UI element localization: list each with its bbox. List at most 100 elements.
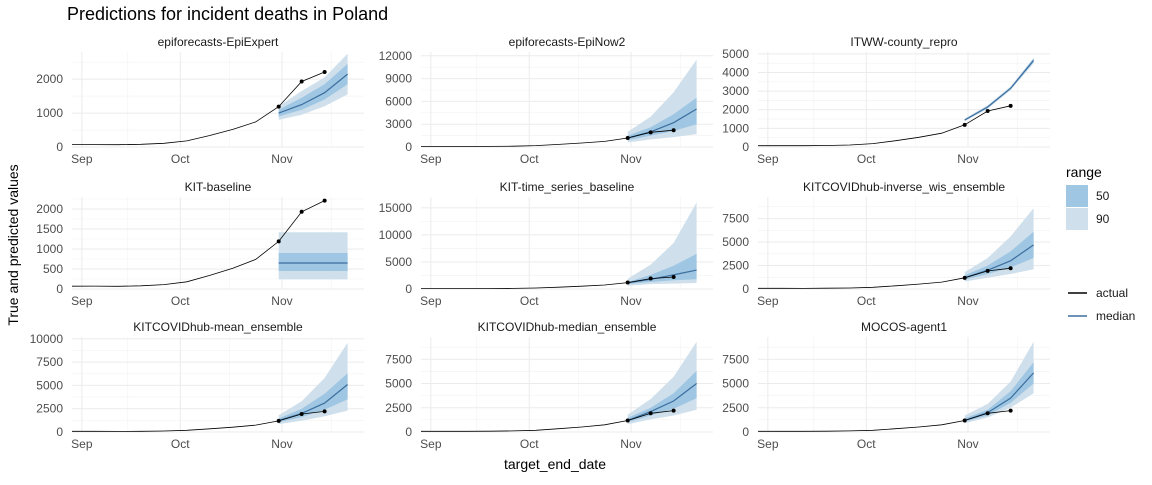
x-tick-label: Oct [857,437,876,451]
panel-KIT-time_series_baseline: KIT-time_series_baseline 0 5000 10000 15000 S… [379,180,713,308]
y-tick-label: 3000 [722,84,749,98]
y-tick-label: 2500 [722,401,749,415]
actual-point [962,275,967,280]
x-tick-label: Oct [171,152,190,166]
y-tick-label: 2000 [36,72,63,86]
actual-point [671,275,676,280]
x-tick-label: Sep [757,294,779,308]
y-tick-label: 0 [56,425,63,439]
actual-point [322,198,327,203]
x-tick-label: Oct [857,152,876,166]
actual-point [671,408,676,413]
panel-ITWW-county_repro: ITWW-county_repro 0 1000 2000 3000 4000 5000 Se… [722,35,1050,166]
x-tick-label: Sep [420,152,442,166]
y-tick-label: 7500 [722,212,749,226]
legend-label-50: 50 [1096,189,1110,203]
x-tick-label: Oct [520,437,539,451]
y-axis-label: True and predicted values [5,164,21,325]
actual-point [625,135,630,140]
y-tick-label: 0 [405,425,412,439]
actual-point [985,268,990,273]
y-tick-label: 2500 [385,401,412,415]
panel-title: KIT-time_series_baseline [500,180,635,194]
ribbon-50 [964,362,1034,422]
y-tick-label: 0 [56,140,63,154]
x-axis-label: target_end_date [504,456,606,472]
panel-title: ITWW-county_repro [850,35,957,49]
y-tick-label: 9000 [385,72,412,86]
actual-point [671,128,676,133]
chart-title: Predictions for incident deaths in Polan… [67,4,388,24]
y-tick-label: 5000 [722,377,749,391]
legend-label-median: median [1096,309,1135,323]
legend-key-90 [1066,208,1088,230]
y-tick-label: 7500 [385,352,412,366]
y-tick-label: 2500 [722,259,749,273]
actual-point [962,122,967,127]
ribbon-50 [627,253,697,285]
y-tick-label: 5000 [385,377,412,391]
x-tick-label: Nov [620,152,641,166]
x-tick-label: Sep [757,152,779,166]
actual-line [72,71,325,146]
panel-title: epiforecasts-EpiNow2 [509,35,626,49]
legend: range 50 90 actual median [1066,164,1135,323]
median-line [627,269,697,284]
x-tick-label: Oct [857,294,876,308]
y-tick-label: 15000 [379,201,413,215]
y-tick-label: 5000 [385,255,412,269]
y-tick-label: 1000 [36,242,63,256]
panel-title: KIT-baseline [185,180,252,194]
x-tick-label: Nov [271,152,292,166]
actual-point [625,418,630,423]
x-tick-label: Nov [620,437,641,451]
ribbon-50 [627,97,697,141]
actual-line [71,200,325,287]
actual-line [758,267,1011,289]
x-tick-label: Oct [520,152,539,166]
y-tick-label: 6000 [385,94,412,108]
y-tick-label: 2000 [722,103,749,117]
ribbon-50 [278,63,348,117]
median-line [278,73,348,114]
actual-line [72,411,325,432]
y-tick-label: 0 [56,282,63,296]
y-tick-label: 3000 [385,117,412,131]
actual-line [421,129,674,147]
actual-point [276,418,281,423]
actual-point [1008,103,1013,108]
ribbon-90 [964,341,1034,424]
y-tick-label: 5000 [722,47,749,61]
panel-title: epiforecasts-EpiExpert [158,35,279,49]
x-tick-label: Sep [71,152,93,166]
y-tick-label: 1500 [36,222,63,236]
y-tick-label: 10000 [379,228,413,242]
ribbon-50 [278,253,348,271]
y-tick-label: 4000 [722,65,749,79]
y-tick-label: 10000 [30,332,64,346]
panel-MOCOS-agent1: MOCOS-agent1 0 2500 5000 7500 Sep Oct Nov [722,320,1050,451]
x-tick-label: Nov [271,437,292,451]
panel-title: MOCOS-agent1 [861,320,947,334]
panel-title: KITCOVIDhub-inverse_wis_ensemble [803,180,1005,194]
panel-epiforecasts-EpiExpert: epiforecasts-EpiExpert 0 1000 2000 Sep Oct Nov [36,35,364,166]
y-tick-label: 7500 [722,352,749,366]
actual-point [648,130,653,135]
ribbon-50 [964,231,1034,280]
legend-label-actual: actual [1096,286,1128,300]
y-tick-label: 2000 [36,202,63,216]
actual-point [322,409,327,414]
legend-label-90: 90 [1096,212,1110,226]
actual-point [299,79,304,84]
panel-epiforecasts-EpiNow2: epiforecasts-EpiNow2 0 3000 6000 9000 12000 Se… [379,35,713,166]
x-tick-label: Oct [171,294,190,308]
x-tick-label: Sep [71,294,93,308]
actual-point [648,411,653,416]
y-tick-label: 12000 [379,49,413,63]
y-tick-label: 7500 [36,355,63,369]
median-line [964,60,1035,121]
actual-point [962,418,967,423]
actual-line [421,276,674,290]
actual-point [1008,408,1013,413]
